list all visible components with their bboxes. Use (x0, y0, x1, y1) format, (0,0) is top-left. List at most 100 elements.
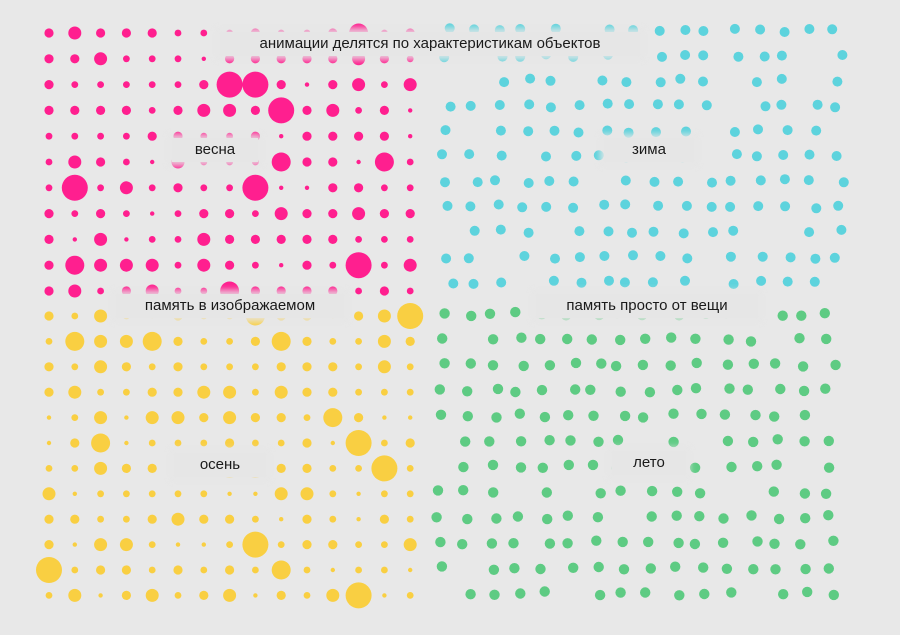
autumn-dot (119, 538, 133, 552)
winter-dot (803, 175, 814, 186)
spring-dot (148, 81, 156, 88)
summer-dot (465, 358, 476, 369)
summer-dot (537, 462, 548, 473)
spring-dot (250, 105, 260, 115)
summer-dot (436, 561, 448, 572)
summer-dot (487, 334, 499, 345)
summer-dot (591, 535, 602, 546)
spring-dot (328, 286, 338, 296)
spring-dot (302, 234, 312, 244)
summer-dot (491, 513, 502, 524)
autumn-dot (223, 588, 237, 602)
spring-dot (242, 71, 269, 98)
winter-dot (524, 99, 535, 110)
winter-dot (499, 77, 510, 88)
autumn-dot (72, 491, 78, 496)
autumn-dot (65, 331, 85, 351)
spring-dot (381, 81, 388, 88)
autumn-dot (329, 465, 337, 472)
winter-dot (525, 73, 536, 84)
summer-dot (643, 536, 654, 548)
autumn-dot (36, 557, 62, 583)
summer-dot (615, 587, 626, 598)
autumn-dot (199, 514, 209, 524)
autumn-dot (171, 411, 185, 425)
spring-dot (225, 54, 235, 64)
summer-dot (726, 461, 737, 473)
spring-dot (352, 78, 366, 92)
summer-dot (689, 462, 701, 473)
autumn-dot (68, 588, 82, 602)
winter-dot (776, 73, 787, 84)
autumn-dot (148, 541, 156, 548)
autumn-dot (326, 588, 340, 602)
spring-dot (45, 184, 53, 192)
autumn-dot (303, 414, 311, 421)
summer-dot (593, 561, 604, 573)
autumn-dot (121, 590, 131, 601)
winter-dot (523, 227, 534, 238)
winter-dot (753, 201, 764, 212)
winter-dot (804, 24, 815, 34)
spring-dot (276, 54, 286, 64)
autumn-dot (406, 363, 414, 371)
summer-dot (748, 358, 759, 369)
spring-dot (44, 54, 54, 64)
summer-dot (828, 535, 839, 546)
winter-dot (827, 24, 838, 35)
winter-dot (757, 251, 768, 262)
spring-dot (173, 183, 183, 193)
summer-dot (726, 587, 737, 598)
spring-dot (354, 183, 364, 193)
winter-dot (681, 126, 691, 137)
autumn-dot (225, 438, 235, 448)
summer-dot (595, 488, 606, 499)
autumn-dot (94, 334, 108, 348)
winter-dot (597, 75, 608, 86)
summer-dot (535, 563, 546, 575)
spring-dot (252, 261, 259, 269)
autumn-dot (46, 440, 52, 446)
winter-dot (811, 125, 822, 136)
summer-dot (615, 334, 626, 346)
autumn-dot (242, 531, 269, 558)
autumn-dot (91, 433, 111, 453)
summer-dot (665, 360, 676, 371)
summer-dot (778, 589, 789, 600)
spring-dot (225, 260, 235, 270)
winter-dot (779, 27, 790, 37)
winter-dot (574, 100, 585, 111)
summer-dot (437, 333, 448, 344)
winter-dot (729, 23, 740, 34)
spring-dot (356, 159, 361, 165)
winter-dot (568, 202, 579, 213)
winter-dot (495, 125, 506, 136)
winter-dot (469, 24, 480, 35)
winter-dot (574, 226, 585, 237)
summer-dot (516, 332, 527, 343)
summer-dot (723, 334, 734, 345)
winter-dot (811, 203, 822, 214)
spring-dot (71, 132, 79, 140)
spring-dot (201, 56, 206, 61)
summer-dot (769, 358, 781, 369)
summer-dot (592, 512, 604, 523)
autumn-dot (381, 566, 388, 574)
summer-dot (724, 383, 735, 394)
spring-dot (119, 258, 133, 272)
spring-dot (200, 132, 208, 140)
spring-dot (381, 184, 388, 192)
spring-dot (302, 131, 312, 141)
summer-dot (536, 384, 548, 396)
summer-dot (750, 409, 761, 421)
summer-dot (515, 588, 526, 599)
autumn-dot (377, 334, 391, 348)
spring-dot (121, 28, 131, 38)
spring-dot (302, 105, 312, 115)
spring-dot (124, 237, 129, 242)
spring-dot (274, 207, 288, 221)
spring-dot (174, 236, 182, 243)
spring-dot (268, 97, 295, 124)
winter-dot (544, 176, 555, 186)
